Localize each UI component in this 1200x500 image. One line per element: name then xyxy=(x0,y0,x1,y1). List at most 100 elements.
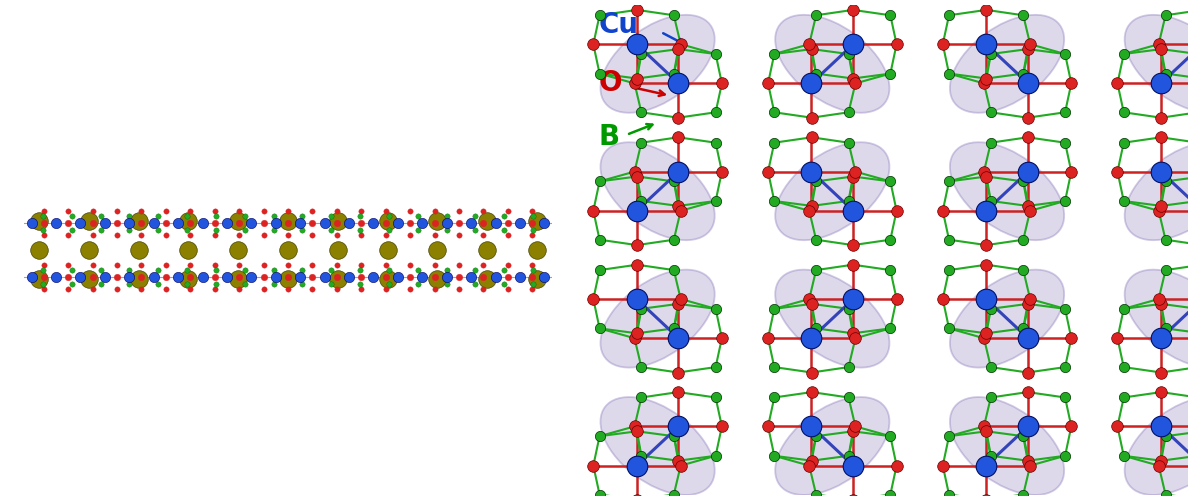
Point xyxy=(206,266,226,274)
Point xyxy=(839,50,858,58)
Point xyxy=(278,275,298,283)
Point xyxy=(130,246,149,254)
Point xyxy=(940,266,959,274)
Point xyxy=(449,230,468,238)
Point xyxy=(91,212,110,220)
Point xyxy=(120,212,139,220)
Point xyxy=(839,197,858,205)
Point xyxy=(668,300,688,308)
Point xyxy=(437,219,456,227)
Point xyxy=(376,230,395,238)
Point xyxy=(799,462,818,469)
Point xyxy=(631,305,650,313)
Point xyxy=(764,452,784,460)
Point xyxy=(1152,368,1171,376)
Point xyxy=(217,219,236,227)
Point xyxy=(974,422,994,430)
Point xyxy=(844,241,863,249)
Point xyxy=(523,262,542,270)
Ellipse shape xyxy=(1124,15,1200,113)
Point xyxy=(181,208,200,216)
Point xyxy=(498,230,517,238)
Point xyxy=(977,206,996,214)
Point xyxy=(1151,334,1170,342)
Point xyxy=(668,45,688,53)
Point xyxy=(1150,295,1169,303)
Point xyxy=(91,226,110,234)
Point xyxy=(665,12,684,20)
Point xyxy=(241,219,260,227)
Ellipse shape xyxy=(775,270,889,368)
Point xyxy=(293,226,312,234)
Point xyxy=(1152,114,1171,122)
Point xyxy=(1056,108,1075,116)
Point xyxy=(1151,168,1170,175)
Ellipse shape xyxy=(600,15,715,113)
Point xyxy=(478,275,497,283)
Point xyxy=(1188,108,1200,116)
Point xyxy=(1195,168,1200,175)
Point xyxy=(328,230,347,238)
Point xyxy=(764,50,784,58)
Point xyxy=(494,280,514,288)
Point xyxy=(22,219,41,227)
Point xyxy=(328,217,347,225)
Point xyxy=(322,212,341,220)
Point xyxy=(974,80,994,88)
Point xyxy=(425,262,444,270)
Point xyxy=(1150,207,1169,215)
Point xyxy=(79,217,98,225)
Point xyxy=(290,219,310,227)
Point xyxy=(1114,138,1133,146)
Point xyxy=(437,226,456,234)
Point xyxy=(401,284,420,292)
Point xyxy=(22,273,41,281)
Point xyxy=(378,217,397,225)
Point xyxy=(62,280,82,288)
Point xyxy=(1193,496,1200,500)
Point xyxy=(758,168,778,175)
Point xyxy=(1108,334,1127,342)
Point xyxy=(940,236,959,244)
Point xyxy=(1156,236,1175,244)
Point xyxy=(425,284,444,292)
Point xyxy=(974,334,994,342)
Point xyxy=(181,284,200,292)
Point xyxy=(235,280,254,288)
Point xyxy=(527,246,546,254)
Point xyxy=(181,230,200,238)
Point xyxy=(235,266,254,274)
Point xyxy=(590,324,610,332)
Point xyxy=(523,280,542,288)
Point xyxy=(1188,394,1200,402)
Point xyxy=(413,273,432,281)
Point xyxy=(631,394,650,402)
Point xyxy=(449,284,468,292)
Point xyxy=(764,197,784,205)
Point xyxy=(205,284,224,292)
Point xyxy=(389,273,408,281)
Point xyxy=(713,80,732,88)
Point xyxy=(802,114,821,122)
Point xyxy=(583,207,602,215)
Point xyxy=(466,212,485,220)
Point xyxy=(887,462,906,469)
Point xyxy=(802,134,821,141)
Point xyxy=(1193,330,1200,338)
Point xyxy=(229,219,248,227)
Point xyxy=(254,208,274,216)
Point xyxy=(839,452,858,460)
Point xyxy=(62,266,82,274)
Point xyxy=(179,217,198,225)
Point xyxy=(229,246,248,254)
Ellipse shape xyxy=(600,397,715,495)
Point xyxy=(713,334,732,342)
Text: Cu: Cu xyxy=(599,10,638,38)
Point xyxy=(156,273,175,281)
Point xyxy=(229,273,248,281)
Point xyxy=(264,266,283,274)
Point xyxy=(34,284,53,292)
Point xyxy=(30,246,49,254)
Point xyxy=(881,70,900,78)
Point xyxy=(149,280,168,288)
